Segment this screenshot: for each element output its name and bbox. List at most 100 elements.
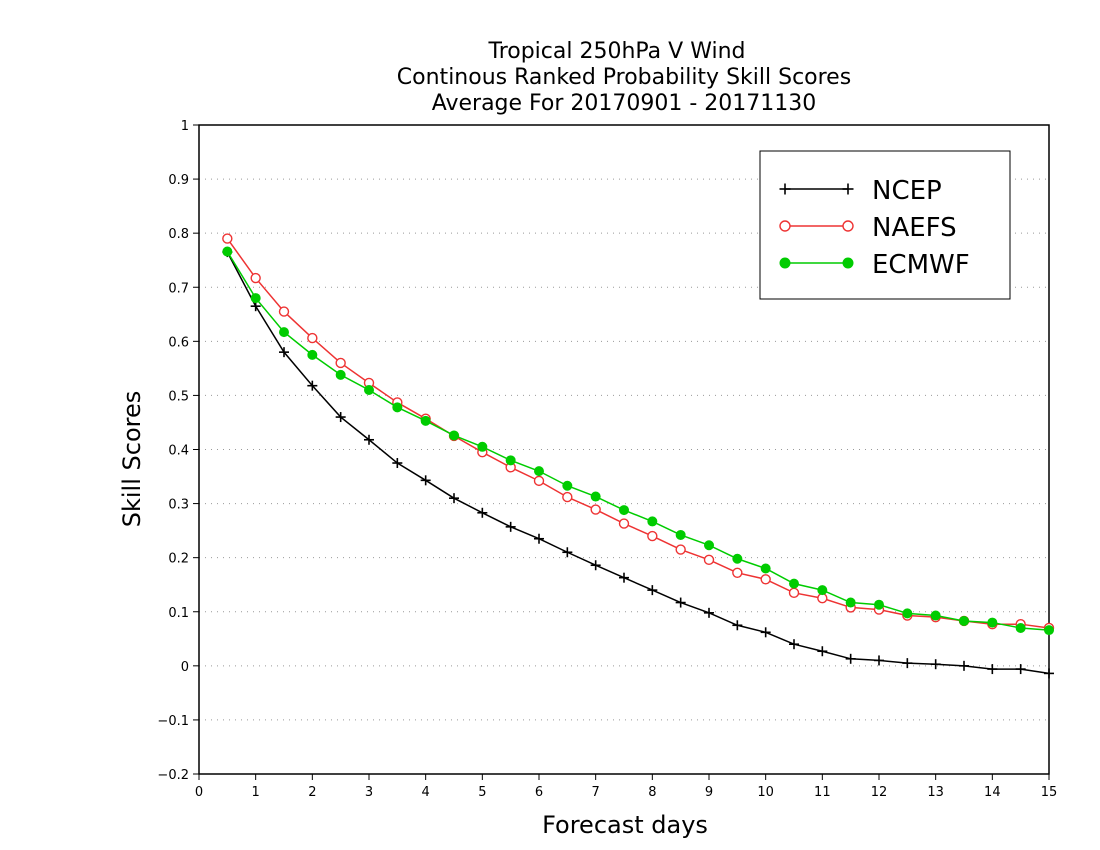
filled-circle-marker xyxy=(842,257,854,269)
plus-marker xyxy=(477,507,488,518)
open-circle-marker xyxy=(647,530,658,542)
plus-marker xyxy=(335,412,346,423)
filled-circle-marker xyxy=(420,415,431,426)
x-tick-label: 5 xyxy=(478,785,486,800)
x-axis: 0 1 2 3 4 5 6 7 8 9 10 11 12 13 14 15 xyxy=(195,774,1057,800)
open-circle-marker xyxy=(675,544,686,555)
y-tick-label: −0.2 xyxy=(157,768,189,783)
x-tick-label: 12 xyxy=(871,785,888,800)
open-circle-marker xyxy=(618,518,630,529)
x-tick-label: 7 xyxy=(592,785,600,800)
open-circle-marker xyxy=(703,554,715,566)
x-tick-label: 0 xyxy=(195,785,203,800)
filled-circle-marker xyxy=(760,563,771,574)
plus-marker xyxy=(902,658,913,669)
filled-circle-marker xyxy=(250,293,261,304)
plus-marker xyxy=(1044,668,1054,679)
plus-marker xyxy=(704,607,714,618)
plus-marker xyxy=(534,533,544,544)
plus-marker xyxy=(619,572,629,583)
y-tick-label: 0.6 xyxy=(168,335,189,350)
title-line-3: Average For 20170901 - 20171130 xyxy=(432,91,817,116)
legend-item-ecmwf: ECMWF xyxy=(779,250,970,280)
plus-marker xyxy=(505,521,516,532)
filled-circle-marker xyxy=(619,505,629,516)
filled-circle-marker xyxy=(987,617,998,628)
plus-marker xyxy=(732,620,743,631)
filled-circle-marker xyxy=(845,597,856,608)
x-tick-label: 3 xyxy=(365,785,373,800)
plus-marker xyxy=(930,659,941,670)
plus-marker xyxy=(279,347,289,358)
chart-title: Tropical 250hPa V Wind Continous Ranked … xyxy=(397,39,851,116)
x-tick-label: 11 xyxy=(814,785,831,800)
x-tick-label: 15 xyxy=(1041,785,1058,800)
y-tick-label: 0.1 xyxy=(168,606,189,621)
open-circle-marker xyxy=(533,475,545,487)
filled-circle-marker xyxy=(1015,622,1026,633)
filled-circle-marker xyxy=(590,491,601,502)
open-circle-marker xyxy=(562,491,573,503)
plus-marker xyxy=(779,183,791,195)
plus-marker xyxy=(307,380,318,391)
legend-item-ncep: NCEP xyxy=(779,176,942,206)
plus-marker xyxy=(760,627,771,638)
open-circle-marker xyxy=(788,587,800,599)
x-tick-label: 1 xyxy=(252,785,260,800)
filled-circle-marker xyxy=(779,257,791,269)
y-tick-label: 0.2 xyxy=(168,552,189,567)
filled-circle-marker xyxy=(817,585,828,596)
plus-marker xyxy=(874,655,884,666)
open-circle-marker xyxy=(760,574,771,585)
title-line-1: Tropical 250hPa V Wind xyxy=(487,39,745,64)
y-axis-label: Skill Scores xyxy=(118,391,146,528)
filled-circle-marker xyxy=(505,455,516,466)
y-tick-label: 0 xyxy=(181,660,189,675)
open-circle-marker xyxy=(335,357,346,369)
series-ncep xyxy=(222,247,1054,679)
filled-circle-marker xyxy=(959,615,969,626)
filled-circle-marker xyxy=(675,529,686,540)
plus-marker xyxy=(392,458,403,469)
filled-circle-marker xyxy=(392,402,403,413)
filled-circle-marker xyxy=(364,385,374,396)
plus-marker xyxy=(1015,664,1026,675)
y-tick-label: 0.4 xyxy=(168,444,189,459)
filled-circle-marker xyxy=(279,327,289,338)
x-tick-label: 14 xyxy=(984,785,1001,800)
plus-marker xyxy=(987,664,998,675)
series-line-ecmwf xyxy=(226,251,1050,631)
legend-label-ecmwf: ECMWF xyxy=(872,250,970,280)
plus-marker xyxy=(449,493,459,504)
y-tick-label: 0.3 xyxy=(168,498,189,513)
x-tick-label: 9 xyxy=(705,785,713,800)
filled-circle-marker xyxy=(449,430,459,441)
open-circle-marker xyxy=(278,306,290,317)
filled-circle-marker xyxy=(647,516,658,527)
plus-marker xyxy=(562,547,573,558)
filled-circle-marker xyxy=(704,540,714,551)
x-tick-label: 4 xyxy=(422,785,430,800)
plus-marker xyxy=(364,434,374,445)
filled-circle-marker xyxy=(732,553,743,564)
filled-circle-marker xyxy=(222,246,233,257)
plus-marker xyxy=(675,597,686,608)
legend-label-ncep: NCEP xyxy=(872,176,942,206)
title-line-2: Continous Ranked Probability Skill Score… xyxy=(397,65,851,90)
y-tick-label: 1 xyxy=(181,119,189,134)
plus-marker xyxy=(817,646,828,657)
filled-circle-marker xyxy=(307,349,318,360)
legend-box xyxy=(759,150,1011,300)
open-circle-marker xyxy=(250,272,261,284)
y-tick-label: −0.1 xyxy=(157,714,189,729)
open-circle-marker xyxy=(590,504,601,515)
y-tick-label: 0.5 xyxy=(168,389,189,404)
open-circle-marker xyxy=(307,332,318,344)
series-group xyxy=(222,233,1055,679)
plus-marker xyxy=(959,660,969,671)
open-circle-marker xyxy=(779,220,791,232)
open-circle-marker xyxy=(732,567,743,579)
filled-circle-marker xyxy=(335,369,346,380)
plus-marker xyxy=(590,560,601,571)
